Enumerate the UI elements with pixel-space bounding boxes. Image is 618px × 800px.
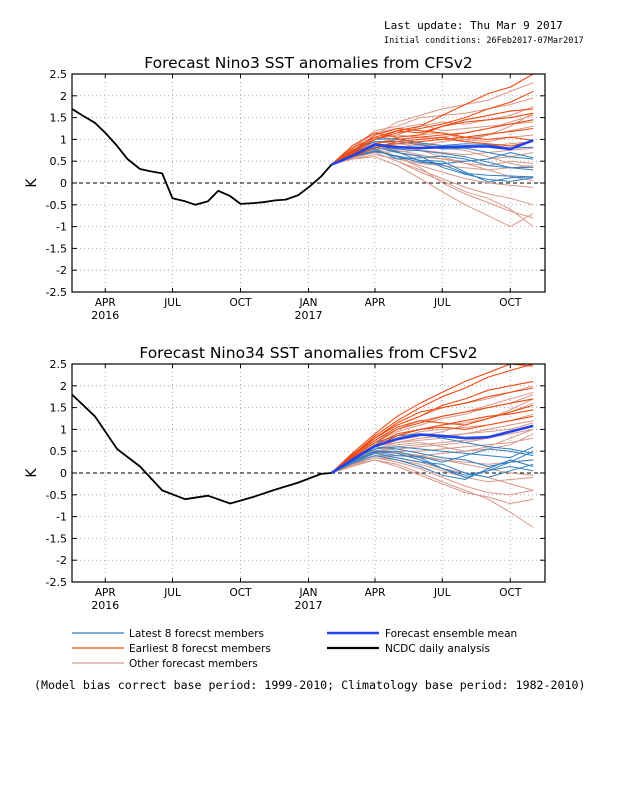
x-tick-label: JUL xyxy=(163,587,181,599)
other-member-line xyxy=(331,459,534,528)
earliest-member-line xyxy=(331,387,534,474)
legend-other-label: Other forecast members xyxy=(129,658,258,670)
plot-frame xyxy=(71,363,546,583)
x-tick-label: JUL xyxy=(433,297,451,309)
y-tick-label: -2 xyxy=(56,554,67,567)
other-member-line xyxy=(331,459,534,504)
y-tick-label: 0.5 xyxy=(50,445,68,458)
last-update-text: Last update: Thu Mar 9 2017 xyxy=(384,19,563,32)
ensemble-mean-line xyxy=(330,139,534,166)
x-tick-label: OCT xyxy=(229,587,252,599)
series-group xyxy=(72,364,534,528)
x-tick-year: 2017 xyxy=(295,309,323,322)
x-tick-label: JUL xyxy=(163,297,181,309)
x-tick-label: APR xyxy=(365,297,386,309)
x-tick-label: OCT xyxy=(499,587,522,599)
y-tick-label: 0 xyxy=(60,177,67,190)
plot-frame xyxy=(71,73,546,293)
nino3-chart: Forecast Nino3 SST anomalies from CFSv2 K… xyxy=(24,54,546,322)
x-tick-label: APR xyxy=(95,297,116,309)
x-tick-label: JAN xyxy=(299,297,318,309)
y-tick-label: 1.5 xyxy=(50,402,68,415)
x-tick-year: 2016 xyxy=(91,599,119,612)
earliest-member-line xyxy=(331,127,534,166)
ensemble-mean-line xyxy=(330,424,534,475)
analysis-line xyxy=(72,393,332,505)
analysis-line xyxy=(72,108,333,206)
y-axis-label: K xyxy=(24,468,40,478)
y-tick-label: -2.5 xyxy=(46,576,67,589)
chart-title: Forecast Nino34 SST anomalies from CFSv2 xyxy=(139,344,477,362)
y-tick-label: -1.5 xyxy=(46,242,67,255)
y-tick-label: -0.5 xyxy=(46,199,67,212)
x-tick-label: JUL xyxy=(433,587,451,599)
y-tick-label: 1 xyxy=(60,133,67,146)
y-tick-label: 2.5 xyxy=(50,68,68,81)
x-tick-label: APR xyxy=(365,587,386,599)
y-tick-label: 2 xyxy=(60,90,67,103)
other-member-line xyxy=(331,391,534,474)
latest-member-line xyxy=(331,450,534,478)
nino34-chart: Forecast Nino34 SST anomalies from CFSv2… xyxy=(24,344,546,612)
legend-latest-label: Latest 8 forecst members xyxy=(129,628,264,640)
y-tick-label: -1 xyxy=(56,511,67,524)
series-group xyxy=(72,74,534,228)
y-tick-label: 1 xyxy=(60,423,67,436)
footnote: (Model bias correct base period: 1999-20… xyxy=(34,678,586,692)
y-tick-label: 2 xyxy=(60,380,67,393)
y-tick-label: -2 xyxy=(56,264,67,277)
x-tick-year: 2017 xyxy=(295,599,323,612)
x-tick-label: OCT xyxy=(229,297,252,309)
earliest-member-line xyxy=(331,364,534,474)
y-tick-label: 0.5 xyxy=(50,155,68,168)
other-member-line xyxy=(331,154,534,171)
x-tick-label: OCT xyxy=(499,297,522,309)
x-tick-label: JAN xyxy=(299,587,318,599)
y-tick-label: -1.5 xyxy=(46,532,67,545)
latest-member-line xyxy=(331,455,534,480)
legend-earliest-label: Earliest 8 forecst members xyxy=(129,643,271,655)
earliest-member-line xyxy=(331,380,534,474)
x-tick-year: 2016 xyxy=(91,309,119,322)
legend-analysis-label: NCDC daily analysis xyxy=(385,643,490,655)
y-tick-label: 0 xyxy=(60,467,67,480)
earliest-member-line xyxy=(331,136,534,166)
latest-member-line xyxy=(331,150,534,178)
other-member-line xyxy=(331,156,534,228)
earliest-member-line xyxy=(331,90,534,166)
y-tick-label: -1 xyxy=(56,221,67,234)
earliest-member-line xyxy=(331,398,534,474)
legend: Latest 8 forecst members Earliest 8 fore… xyxy=(72,628,517,670)
other-member-line xyxy=(331,457,534,496)
earliest-member-line xyxy=(331,119,534,166)
earliest-member-line xyxy=(331,108,534,166)
y-tick-label: -0.5 xyxy=(46,489,67,502)
y-tick-label: -2.5 xyxy=(46,286,67,299)
y-tick-label: 1.5 xyxy=(50,112,68,125)
initial-conditions-text: Initial conditions: 26Feb2017-07Mar2017 xyxy=(384,36,584,46)
y-tick-label: 2.5 xyxy=(50,358,68,371)
x-tick-label: APR xyxy=(95,587,116,599)
chart-title: Forecast Nino3 SST anomalies from CFSv2 xyxy=(144,54,472,72)
y-axis-label: K xyxy=(24,178,40,188)
legend-mean-label: Forecast ensemble mean xyxy=(385,628,517,640)
earliest-member-line xyxy=(331,112,534,166)
